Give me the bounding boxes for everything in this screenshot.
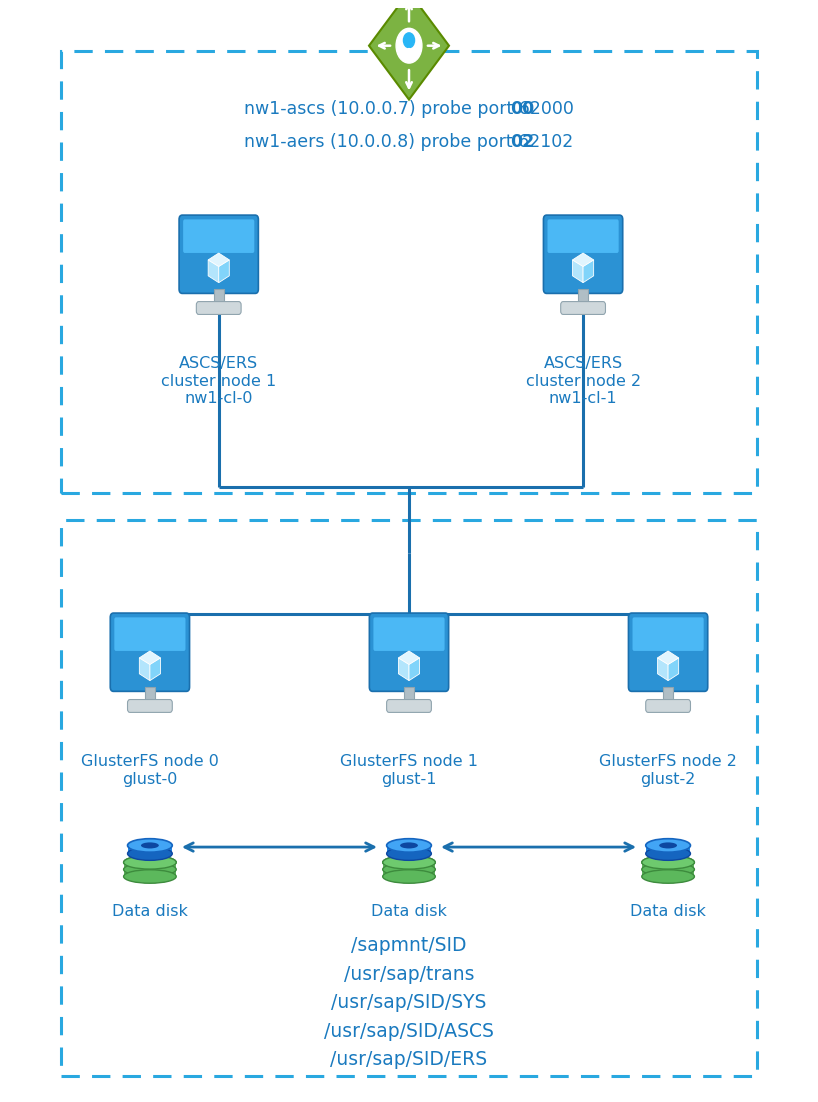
Circle shape	[396, 29, 422, 63]
FancyBboxPatch shape	[183, 219, 254, 253]
Ellipse shape	[124, 855, 176, 869]
Ellipse shape	[124, 863, 176, 876]
Ellipse shape	[383, 855, 435, 869]
Ellipse shape	[128, 839, 173, 852]
Text: /usr/sap/trans: /usr/sap/trans	[344, 965, 474, 984]
Ellipse shape	[659, 842, 677, 849]
FancyBboxPatch shape	[110, 613, 190, 691]
Polygon shape	[573, 260, 583, 282]
Text: /usr/sap/SID/SYS: /usr/sap/SID/SYS	[331, 993, 487, 1012]
Polygon shape	[208, 260, 218, 282]
Polygon shape	[583, 260, 594, 282]
Polygon shape	[573, 253, 594, 267]
Text: GlusterFS node 0
glust-0: GlusterFS node 0 glust-0	[81, 755, 219, 787]
Polygon shape	[642, 863, 694, 876]
FancyBboxPatch shape	[404, 687, 414, 703]
FancyBboxPatch shape	[115, 617, 186, 651]
Polygon shape	[130, 703, 170, 709]
FancyBboxPatch shape	[632, 617, 703, 651]
FancyBboxPatch shape	[128, 700, 173, 712]
Polygon shape	[398, 658, 409, 681]
Circle shape	[403, 33, 415, 47]
Text: 00: 00	[510, 100, 534, 118]
FancyBboxPatch shape	[560, 302, 605, 314]
Polygon shape	[398, 651, 420, 665]
Ellipse shape	[645, 839, 690, 852]
Text: Data disk: Data disk	[630, 904, 706, 919]
Ellipse shape	[642, 869, 694, 883]
Text: nw1-aers (10.0.0.8) probe port 62102: nw1-aers (10.0.0.8) probe port 62102	[245, 132, 573, 151]
Ellipse shape	[128, 846, 173, 861]
Text: nw1-ascs (10.0.0.7) probe port 62000: nw1-ascs (10.0.0.7) probe port 62000	[244, 100, 574, 118]
Polygon shape	[139, 651, 160, 665]
Polygon shape	[409, 658, 420, 681]
FancyBboxPatch shape	[543, 215, 622, 293]
Polygon shape	[208, 253, 229, 267]
Ellipse shape	[400, 842, 418, 849]
Circle shape	[405, 48, 413, 60]
Ellipse shape	[642, 863, 694, 876]
FancyBboxPatch shape	[663, 687, 673, 703]
FancyBboxPatch shape	[547, 219, 618, 253]
Polygon shape	[389, 703, 429, 709]
FancyBboxPatch shape	[370, 613, 448, 691]
Text: /sapmnt/SID: /sapmnt/SID	[351, 937, 467, 955]
FancyBboxPatch shape	[196, 302, 241, 314]
Polygon shape	[563, 305, 603, 311]
Polygon shape	[658, 651, 679, 665]
Ellipse shape	[124, 855, 176, 869]
FancyBboxPatch shape	[179, 215, 258, 293]
Polygon shape	[139, 658, 150, 681]
Ellipse shape	[383, 869, 435, 883]
Text: GlusterFS node 1
glust-1: GlusterFS node 1 glust-1	[340, 755, 478, 787]
Polygon shape	[150, 658, 160, 681]
Ellipse shape	[383, 863, 435, 876]
Ellipse shape	[124, 869, 176, 883]
Ellipse shape	[642, 855, 694, 869]
FancyBboxPatch shape	[145, 687, 155, 703]
Polygon shape	[128, 845, 173, 854]
Ellipse shape	[387, 839, 431, 852]
FancyBboxPatch shape	[373, 617, 445, 651]
Text: /usr/sap/SID/ERS: /usr/sap/SID/ERS	[330, 1050, 488, 1069]
Text: ASCS/ERS
cluster node 1
nw1-cl-0: ASCS/ERS cluster node 1 nw1-cl-0	[161, 356, 276, 407]
FancyBboxPatch shape	[578, 289, 588, 305]
FancyBboxPatch shape	[628, 613, 708, 691]
Polygon shape	[218, 260, 229, 282]
Polygon shape	[369, 0, 449, 99]
FancyBboxPatch shape	[387, 700, 431, 712]
Polygon shape	[124, 863, 176, 876]
Text: /usr/sap/SID/ASCS: /usr/sap/SID/ASCS	[324, 1022, 494, 1040]
Ellipse shape	[642, 855, 694, 869]
Ellipse shape	[383, 855, 435, 869]
FancyBboxPatch shape	[213, 289, 224, 305]
Text: ASCS/ERS
cluster node 2
nw1-cl-1: ASCS/ERS cluster node 2 nw1-cl-1	[525, 356, 640, 407]
Text: 02: 02	[510, 132, 534, 151]
FancyBboxPatch shape	[645, 700, 690, 712]
Polygon shape	[668, 658, 679, 681]
Polygon shape	[383, 863, 435, 876]
Polygon shape	[648, 703, 688, 709]
Text: Data disk: Data disk	[371, 904, 447, 919]
Text: GlusterFS node 2
glust-2: GlusterFS node 2 glust-2	[599, 755, 737, 787]
Polygon shape	[658, 658, 668, 681]
Polygon shape	[199, 305, 239, 311]
Polygon shape	[387, 845, 431, 854]
Polygon shape	[645, 845, 690, 854]
Ellipse shape	[387, 846, 431, 861]
Ellipse shape	[141, 842, 159, 849]
Text: Data disk: Data disk	[112, 904, 188, 919]
Ellipse shape	[645, 846, 690, 861]
